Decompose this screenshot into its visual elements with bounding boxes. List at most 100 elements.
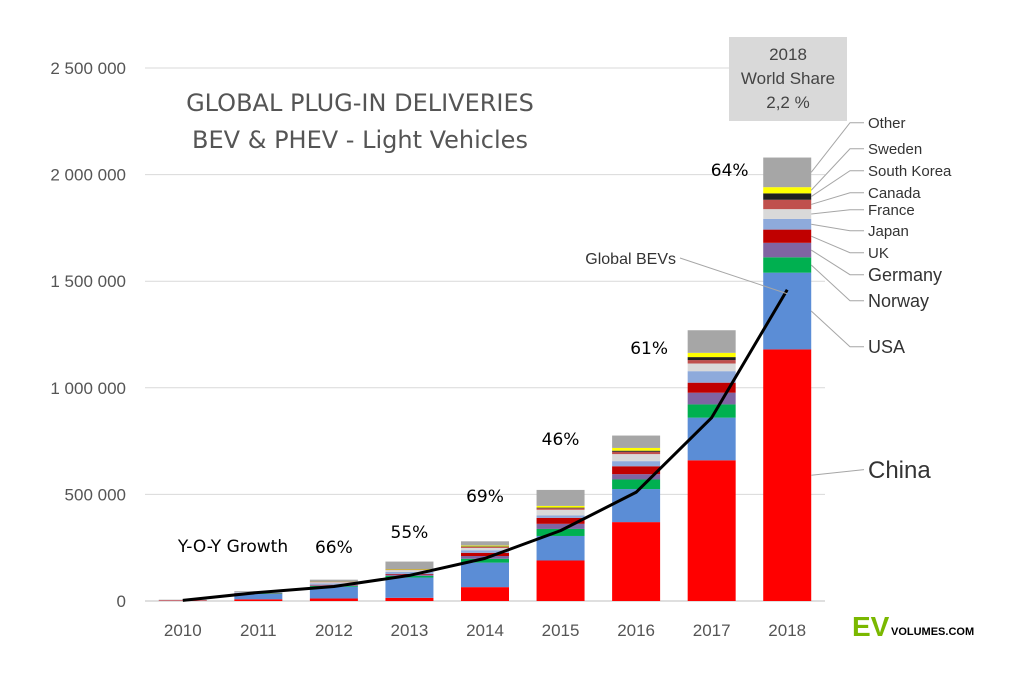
growth-label-2013: 55% bbox=[391, 523, 429, 543]
legend-leader-germany bbox=[810, 249, 864, 276]
legend-label-other: Other bbox=[868, 115, 906, 132]
bar-usa-2012 bbox=[309, 586, 358, 599]
bar-canada-2016 bbox=[612, 451, 661, 455]
bar-sweden-2016 bbox=[612, 447, 661, 451]
bar-uk-2017 bbox=[687, 382, 736, 393]
y-tick-label: 1 000 000 bbox=[50, 379, 126, 398]
x-axis-ticks: 2010 2011 2012 2013 2014 2015 2016 2017 2018 bbox=[164, 621, 806, 640]
y-tick-label: 2 500 000 bbox=[50, 59, 126, 78]
bar-usa-2018 bbox=[763, 272, 812, 350]
bar-china-2016 bbox=[612, 522, 661, 601]
bar-norway-2016 bbox=[612, 479, 661, 490]
bar-other-2012 bbox=[309, 579, 358, 582]
bar-norway-2017 bbox=[687, 404, 736, 418]
y-tick-label: 500 000 bbox=[65, 485, 126, 504]
bar-japan-2018 bbox=[763, 218, 812, 230]
bar-south-korea-2018 bbox=[763, 193, 812, 200]
bar-uk-2015 bbox=[536, 517, 585, 524]
logo-volumes: VOLUMES.COM bbox=[891, 626, 974, 638]
bar-france-2014 bbox=[461, 547, 509, 551]
bar-france-2016 bbox=[612, 454, 661, 462]
global-bev-leader bbox=[679, 257, 788, 295]
bar-france-2017 bbox=[687, 363, 736, 372]
bar-china-2014 bbox=[461, 587, 509, 601]
bar-other-2018 bbox=[763, 157, 812, 188]
x-tick-label: 2016 bbox=[617, 621, 655, 640]
legend-label-china: China bbox=[868, 457, 931, 484]
bar-sweden-2014 bbox=[461, 545, 509, 547]
bar-canada-2018 bbox=[763, 199, 812, 210]
bar-other-2014 bbox=[461, 541, 509, 546]
bar-germany-2016 bbox=[612, 474, 661, 480]
bar-china-2015 bbox=[536, 560, 585, 601]
bar-usa-2011 bbox=[234, 593, 283, 600]
bar-other-2016 bbox=[612, 435, 661, 448]
bar-norway-2018 bbox=[763, 257, 812, 273]
x-tick-label: 2011 bbox=[240, 621, 277, 640]
global-bev-label: Global BEVs bbox=[585, 251, 676, 268]
legend: China USA Norway Germany UK Japan FranceCanada… bbox=[810, 115, 952, 484]
bar-china-2017 bbox=[687, 460, 736, 601]
legend-leader-south-korea bbox=[810, 170, 864, 197]
bar-germany-2017 bbox=[687, 392, 736, 405]
bar-china-2011 bbox=[234, 599, 283, 601]
x-tick-label: 2012 bbox=[315, 621, 353, 640]
bar-norway-2015 bbox=[536, 528, 585, 536]
bar-south-korea-2016 bbox=[612, 450, 661, 452]
legend-label-germany: Germany bbox=[868, 265, 942, 285]
growth-labels: 66% 55% 69% 46% 61% 64% bbox=[315, 161, 749, 558]
legend-label-norway: Norway bbox=[868, 291, 929, 311]
bar-canada-2014 bbox=[461, 546, 509, 548]
bar-japan-2014 bbox=[461, 550, 509, 553]
bar-canada-2017 bbox=[687, 360, 736, 364]
bar-france-2013 bbox=[385, 570, 434, 573]
x-tick-label: 2013 bbox=[391, 621, 429, 640]
legend-label-south-korea: South Korea bbox=[868, 163, 952, 180]
growth-label-2017: 64% bbox=[711, 161, 749, 181]
world-share-year: 2018 bbox=[769, 45, 807, 64]
x-tick-label: 2018 bbox=[768, 621, 806, 640]
legend-leader-japan bbox=[811, 223, 864, 232]
x-tick-label: 2017 bbox=[693, 621, 731, 640]
bar-uk-2014 bbox=[461, 552, 509, 557]
y-tick-label: 2 000 000 bbox=[50, 166, 126, 185]
legend-leader-sweden bbox=[810, 148, 864, 191]
bar-usa-2013 bbox=[385, 577, 434, 598]
bar-germany-2018 bbox=[763, 242, 812, 258]
bar-china-2012 bbox=[309, 598, 358, 601]
bar-usa-2017 bbox=[687, 417, 736, 461]
growth-label-2012: 66% bbox=[315, 538, 353, 558]
bar-sweden-2017 bbox=[687, 352, 736, 358]
legend-leader-china bbox=[811, 469, 865, 476]
y-tick-label: 0 bbox=[117, 592, 126, 611]
growth-label-2015: 46% bbox=[542, 430, 580, 450]
bar-norway-2014 bbox=[461, 558, 509, 563]
world-share-box: 2018 World Share 2,2 % bbox=[729, 37, 847, 121]
bar-other-2013 bbox=[385, 561, 434, 570]
growth-label-2016: 61% bbox=[630, 339, 668, 359]
chart-title: GLOBAL PLUG-IN DELIVERIES bbox=[186, 89, 534, 117]
bar-france-2012 bbox=[309, 582, 358, 584]
world-share-background bbox=[729, 37, 847, 121]
bar-china-2013 bbox=[385, 597, 434, 601]
legend-label-france: France bbox=[868, 202, 915, 219]
x-tick-label: 2010 bbox=[164, 621, 202, 640]
legend-leader-france bbox=[811, 209, 864, 215]
chart-subtitle: BEV & PHEV - Light Vehicles bbox=[192, 126, 528, 154]
bar-uk-2018 bbox=[763, 229, 812, 243]
world-share-value: 2,2 % bbox=[766, 93, 809, 112]
bar-south-korea-2015 bbox=[536, 507, 585, 509]
bar-other-2017 bbox=[687, 330, 736, 353]
ev-volumes-logo: EV VOLUMES.COM bbox=[852, 611, 974, 642]
bars bbox=[158, 157, 812, 601]
bar-sweden-2018 bbox=[763, 187, 812, 194]
bar-japan-2012 bbox=[309, 583, 358, 585]
x-tick-label: 2014 bbox=[466, 621, 504, 640]
legend-leader-canada bbox=[811, 192, 864, 205]
legend-label-uk: UK bbox=[868, 245, 889, 262]
logo-ev: EV bbox=[852, 611, 890, 642]
bar-china-2018 bbox=[763, 349, 812, 601]
x-tick-label: 2015 bbox=[542, 621, 580, 640]
growth-caption: Y-O-Y Growth bbox=[177, 537, 288, 557]
